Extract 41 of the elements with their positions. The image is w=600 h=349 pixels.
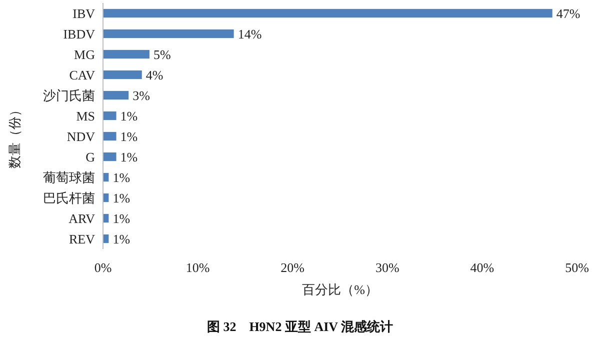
data-label: 3% [132,88,150,103]
x-tick-label: 50% [565,260,590,275]
data-label: 5% [153,46,171,62]
data-label: 1% [120,149,138,164]
bar [103,50,150,59]
x-tick-label: 10% [186,260,210,275]
x-tick-label: 0% [94,260,112,275]
data-label: 14% [238,26,262,42]
x-tick-label: 20% [280,260,305,275]
x-tick-label: 30% [375,260,400,275]
y-axis-title: 数量（份） [7,104,22,168]
y-tick-label: IBDV [63,26,96,42]
text: 图 32 H9N2 亚型 AIV 混感统计 [206,319,394,334]
y-tick-label: 葡萄球菌 [43,170,95,185]
y-tick-label: G [86,149,95,164]
x-tick-label: 40% [470,260,494,275]
y-tick-label: 巴氏杆菌 [43,190,95,206]
data-label: 4% [146,67,164,82]
y-tick-label: CAV [69,67,96,82]
data-label: 1% [112,231,130,246]
y-tick-label: IBV [72,6,96,21]
bar [103,90,129,100]
y-tick-label: NDV [66,128,96,144]
data-label: 47% [556,6,580,21]
data-label: 1% [112,170,130,185]
data-label: 1% [112,210,130,226]
bar [103,111,116,120]
x-axis-title: 百分比（%） [302,282,378,297]
bar [103,132,116,141]
data-label: 1% [120,108,138,124]
data-label: 1% [112,190,130,206]
bar [103,152,116,162]
y-tick-label: MG [74,46,95,62]
bar [103,29,234,38]
y-tick-label: 沙门氏菌 [43,88,95,103]
y-tick-label: REV [69,231,96,246]
data-label: 1% [120,128,138,144]
y-tick-label: ARV [68,210,96,226]
bar [103,70,142,80]
bar [103,8,552,18]
y-tick-label: MS [76,108,95,124]
